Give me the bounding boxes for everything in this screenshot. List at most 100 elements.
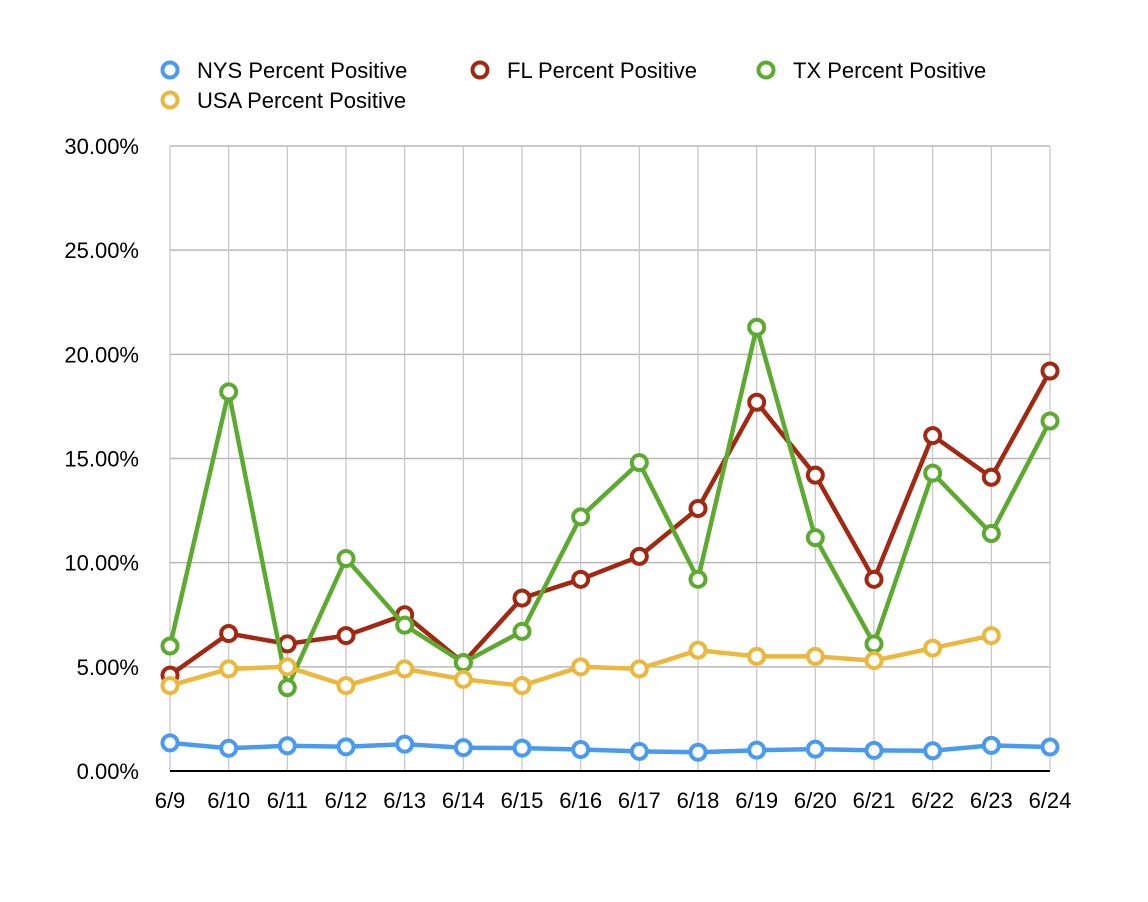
data-point[interactable]: USA Percent Positive 6/20: 5.5% bbox=[805, 646, 825, 666]
legend-item-fl-percent-positive[interactable]: FL Percent Positive bbox=[470, 58, 697, 83]
legend-marker bbox=[756, 60, 776, 80]
y-tick-label: 5.00% bbox=[77, 655, 139, 680]
data-point[interactable]: TX Percent Positive 6/21: 6.1% bbox=[864, 634, 884, 654]
legend-item-tx-percent-positive[interactable]: TX Percent Positive bbox=[756, 58, 987, 83]
legend-label: NYS Percent Positive bbox=[197, 58, 407, 83]
x-tick-label: 6/16 bbox=[559, 788, 602, 813]
data-point[interactable]: NYS Percent Positive 6/16: 1.03% bbox=[571, 740, 591, 760]
data-point[interactable]: TX Percent Positive 6/11: 4% bbox=[277, 678, 297, 698]
data-point[interactable]: USA Percent Positive 6/17: 4.9% bbox=[629, 659, 649, 679]
data-point[interactable]: NYS Percent Positive 6/20: 1.05% bbox=[805, 739, 825, 759]
data-point[interactable]: FL Percent Positive 6/16: 9.2% bbox=[571, 569, 591, 589]
data-point[interactable]: TX Percent Positive 6/10: 18.2% bbox=[219, 382, 239, 402]
y-tick-label: 25.00% bbox=[64, 238, 139, 263]
x-tick-label: 6/9 bbox=[155, 788, 186, 813]
legend-item-usa-percent-positive[interactable]: USA Percent Positive bbox=[160, 88, 407, 113]
series-usa-percent-positive: USA Percent Positive 6/9: 4.1% USA Percen… bbox=[160, 626, 1001, 696]
data-point[interactable]: TX Percent Positive 6/9: 6% bbox=[160, 636, 180, 656]
data-point[interactable]: FL Percent Positive 6/21: 9.2% bbox=[864, 569, 884, 589]
y-tick-label: 10.00% bbox=[64, 551, 139, 576]
x-tick-label: 6/22 bbox=[911, 788, 954, 813]
series-nys-percent-positive: NYS Percent Positive 6/9: 1.35% NYS Perce… bbox=[160, 733, 1060, 762]
x-tick-label: 6/13 bbox=[383, 788, 426, 813]
data-point[interactable]: TX Percent Positive 6/15: 6.7% bbox=[512, 621, 532, 641]
data-point[interactable]: TX Percent Positive 6/16: 12.2% bbox=[571, 507, 591, 527]
data-point[interactable]: NYS Percent Positive 6/10: 1.09% bbox=[219, 738, 239, 758]
y-tick-label: 0.00% bbox=[77, 759, 139, 784]
x-tick-label: 6/23 bbox=[970, 788, 1013, 813]
data-point[interactable]: NYS Percent Positive 6/9: 1.35% bbox=[160, 733, 180, 753]
data-point[interactable]: USA Percent Positive 6/22: 5.9% bbox=[923, 638, 943, 658]
data-point[interactable]: TX Percent Positive 6/13: 7% bbox=[395, 615, 415, 635]
data-point[interactable]: NYS Percent Positive 6/24: 1.15% bbox=[1040, 737, 1060, 757]
data-point[interactable]: NYS Percent Positive 6/22: 0.97% bbox=[923, 741, 943, 761]
data-point[interactable]: TX Percent Positive 6/24: 16.8% bbox=[1040, 411, 1060, 431]
data-point[interactable]: FL Percent Positive 6/18: 12.6% bbox=[688, 499, 708, 518]
x-tick-label: 6/19 bbox=[735, 788, 778, 813]
data-point[interactable]: NYS Percent Positive 6/14: 1.12% bbox=[453, 738, 473, 758]
data-point[interactable]: USA Percent Positive 6/21: 5.3% bbox=[864, 651, 884, 671]
x-tick-label: 6/24 bbox=[1029, 788, 1072, 813]
data-point[interactable]: FL Percent Positive 6/22: 16.1% bbox=[923, 426, 943, 446]
data-point[interactable]: TX Percent Positive 6/23: 11.4% bbox=[981, 524, 1001, 543]
data-point[interactable]: TX Percent Positive 6/18: 9.2% bbox=[688, 569, 708, 589]
data-point[interactable]: NYS Percent Positive 6/21: 0.99% bbox=[864, 740, 884, 760]
data-point[interactable]: NYS Percent Positive 6/18: 0.9% bbox=[688, 742, 708, 762]
data-point[interactable]: FL Percent Positive 6/12: 6.5% bbox=[336, 626, 356, 646]
data-point[interactable]: TX Percent Positive 6/19: 21.3% bbox=[747, 317, 767, 337]
data-point[interactable]: FL Percent Positive 6/19: 17.7% bbox=[747, 392, 767, 412]
chart-grid bbox=[169, 145, 1051, 771]
x-tick-label: 6/14 bbox=[442, 788, 485, 813]
data-point[interactable]: USA Percent Positive 6/23: 6.5% bbox=[981, 626, 1001, 646]
data-point[interactable]: FL Percent Positive 6/17: 10.3% bbox=[629, 546, 649, 566]
data-point[interactable]: NYS Percent Positive 6/11: 1.21% bbox=[277, 736, 297, 756]
x-tick-label: 6/11 bbox=[267, 788, 308, 813]
x-axis: 6/9 6/10 6/11 6/12 6/13 6/14 6/15 6/16 6/17 6/18 6… bbox=[155, 770, 1072, 813]
y-tick-label: 20.00% bbox=[64, 342, 139, 367]
data-point[interactable]: TX Percent Positive 6/22: 14.3% bbox=[923, 463, 943, 483]
data-point[interactable]: USA Percent Positive 6/18: 5.8% bbox=[688, 640, 708, 660]
data-point[interactable]: FL Percent Positive 6/20: 14.2% bbox=[805, 465, 825, 485]
data-point[interactable]: USA Percent Positive 6/13: 4.9% bbox=[395, 659, 415, 679]
data-point[interactable]: TX Percent Positive 6/20: 11.2% bbox=[805, 528, 825, 548]
data-point[interactable]: TX Percent Positive 6/14: 5.2% bbox=[453, 653, 473, 673]
legend-label: USA Percent Positive bbox=[197, 88, 406, 113]
data-point[interactable]: USA Percent Positive 6/15: 4.1% bbox=[512, 676, 532, 696]
data-point[interactable]: USA Percent Positive 6/14: 4.4% bbox=[453, 669, 473, 689]
chart-legend: NYS Percent Positive FL Percent Positive T… bbox=[160, 58, 987, 113]
series-line bbox=[167, 324, 1053, 690]
y-tick-label: 30.00% bbox=[64, 134, 139, 159]
data-point[interactable]: NYS Percent Positive 6/17: 0.94% bbox=[629, 741, 649, 761]
data-point[interactable]: USA Percent Positive 6/11: 5% bbox=[277, 657, 297, 677]
x-tick-label: 6/17 bbox=[618, 788, 661, 813]
data-point[interactable]: NYS Percent Positive 6/12: 1.16% bbox=[336, 737, 356, 757]
data-point[interactable]: USA Percent Positive 6/12: 4.1% bbox=[336, 676, 356, 696]
data-point[interactable]: NYS Percent Positive 6/13: 1.29% bbox=[395, 734, 415, 754]
data-point[interactable]: NYS Percent Positive 6/23: 1.23% bbox=[981, 735, 1001, 755]
data-point[interactable]: NYS Percent Positive 6/19: 1% bbox=[747, 740, 767, 760]
data-point[interactable]: FL Percent Positive 6/10: 6.6% bbox=[219, 624, 239, 643]
legend-marker bbox=[160, 90, 180, 110]
data-point[interactable]: FL Percent Positive 6/24: 19.2% bbox=[1040, 361, 1060, 381]
data-point[interactable]: USA Percent Positive 6/19: 5.5% bbox=[747, 646, 767, 666]
legend-label: FL Percent Positive bbox=[507, 58, 697, 83]
legend-label: TX Percent Positive bbox=[793, 58, 986, 83]
y-axis: 0.00% 5.00% 10.00% 15.00% 20.00% 25.00% 30.00% bbox=[64, 134, 139, 784]
data-point[interactable]: USA Percent Positive 6/9: 4.1% bbox=[160, 676, 180, 696]
data-point[interactable]: FL Percent Positive 6/11: 6.1% bbox=[277, 634, 297, 654]
y-tick-label: 15.00% bbox=[64, 447, 139, 472]
data-point[interactable]: NYS Percent Positive 6/15: 1.1% bbox=[512, 738, 532, 758]
x-tick-label: 6/10 bbox=[207, 788, 250, 813]
series-line bbox=[167, 740, 1053, 755]
series-layer: NYS Percent Positive 6/9: 1.35% NYS Perce… bbox=[160, 317, 1060, 762]
legend-item-nys-percent-positive[interactable]: NYS Percent Positive bbox=[160, 58, 408, 83]
data-point[interactable]: FL Percent Positive 6/15: 8.3% bbox=[512, 588, 532, 608]
data-point[interactable]: TX Percent Positive 6/12: 10.2% bbox=[336, 549, 356, 568]
data-point[interactable]: TX Percent Positive 6/17: 14.8% bbox=[629, 453, 649, 473]
data-point[interactable]: USA Percent Positive 6/10: 4.9% bbox=[219, 659, 239, 679]
series-fl-percent-positive: FL Percent Positive 6/9: 4.6%FL Percent … bbox=[160, 361, 1060, 685]
data-point[interactable]: USA Percent Positive 6/16: 5% bbox=[571, 657, 591, 677]
data-point[interactable]: FL Percent Positive 6/23: 14.1% bbox=[981, 467, 1001, 487]
legend-marker bbox=[470, 60, 490, 80]
